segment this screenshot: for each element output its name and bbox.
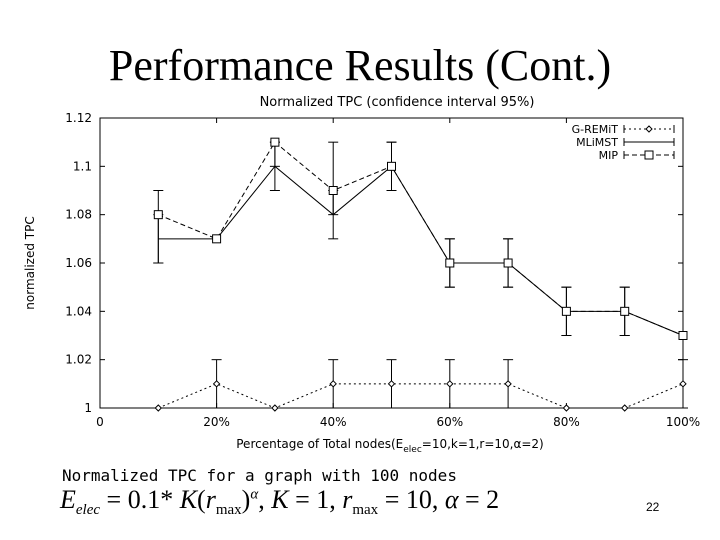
- series-mip: [153, 137, 688, 340]
- energy-formula: Eelec = 0.1* K(rmax)α, K = 1, rmax = 10,…: [60, 485, 500, 519]
- data-point: [562, 404, 571, 412]
- data-point: [212, 380, 221, 388]
- series-line-g-remit: [158, 383, 684, 409]
- x-axis: 0 20% 40% 60% 80% 100%: [96, 118, 700, 429]
- data-point: [328, 186, 338, 195]
- data-point: [387, 380, 396, 388]
- data-point: [561, 306, 571, 316]
- y-tick-label: 1.08: [65, 208, 92, 222]
- x-axis-label: Percentage of Total nodes(Eelec=10,k=1,r…: [236, 437, 544, 455]
- y-tick-label: 1.04: [65, 304, 92, 318]
- legend-label: MLiMST: [576, 136, 618, 149]
- legend-marker: [644, 150, 654, 160]
- data-point: [329, 380, 337, 388]
- series-g-remit: [154, 359, 688, 412]
- chart-title: Normalized TPC (confidence interval 95%): [260, 95, 535, 110]
- figure-caption: Normalized TPC for a graph with 100 node…: [62, 466, 457, 485]
- data-point: [446, 380, 454, 388]
- y-tick-label: 1.12: [65, 111, 92, 125]
- data-point: [620, 404, 629, 412]
- series-line-mip: [158, 141, 684, 336]
- data-point: [503, 258, 513, 268]
- x-tick-label: 20%: [203, 415, 230, 429]
- page-number: 22: [646, 500, 660, 514]
- legend-label: MIP: [599, 149, 619, 162]
- y-tick-label: 1: [84, 401, 92, 415]
- x-tick-label: 60%: [436, 415, 463, 429]
- y-tick-label: 1.06: [65, 256, 92, 270]
- series-mlimst: [153, 141, 684, 336]
- data-point: [153, 210, 163, 220]
- data-point: [271, 404, 279, 412]
- y-tick-label: 1.1: [73, 159, 92, 173]
- y-tick-label: 1.02: [65, 353, 92, 367]
- data-point: [270, 137, 280, 147]
- slide-title: Performance Results (Cont.): [108, 41, 612, 90]
- tpc-chart: Normalized TPC (confidence interval 95%)…: [23, 95, 700, 455]
- y-axis: 1 1.02 1.04 1.06 1.08 1.1 1.12: [65, 111, 683, 415]
- data-point: [445, 258, 455, 268]
- series-layer: [153, 137, 688, 412]
- data-point: [620, 306, 630, 316]
- data-point: [678, 331, 688, 340]
- x-tick-label: 0: [96, 415, 104, 429]
- series-line-mlimst: [158, 165, 684, 336]
- data-point: [387, 161, 396, 171]
- data-point: [679, 380, 687, 388]
- data-point: [154, 404, 163, 412]
- x-tick-label: 80%: [553, 415, 580, 429]
- y-axis-label: normalized TPC: [23, 216, 37, 309]
- x-tick-label: 40%: [320, 415, 347, 429]
- legend-label: G-REMiT: [572, 123, 619, 136]
- legend-marker: [645, 125, 653, 133]
- data-point: [504, 380, 512, 388]
- x-tick-label: 100%: [666, 415, 700, 429]
- data-point: [212, 234, 222, 244]
